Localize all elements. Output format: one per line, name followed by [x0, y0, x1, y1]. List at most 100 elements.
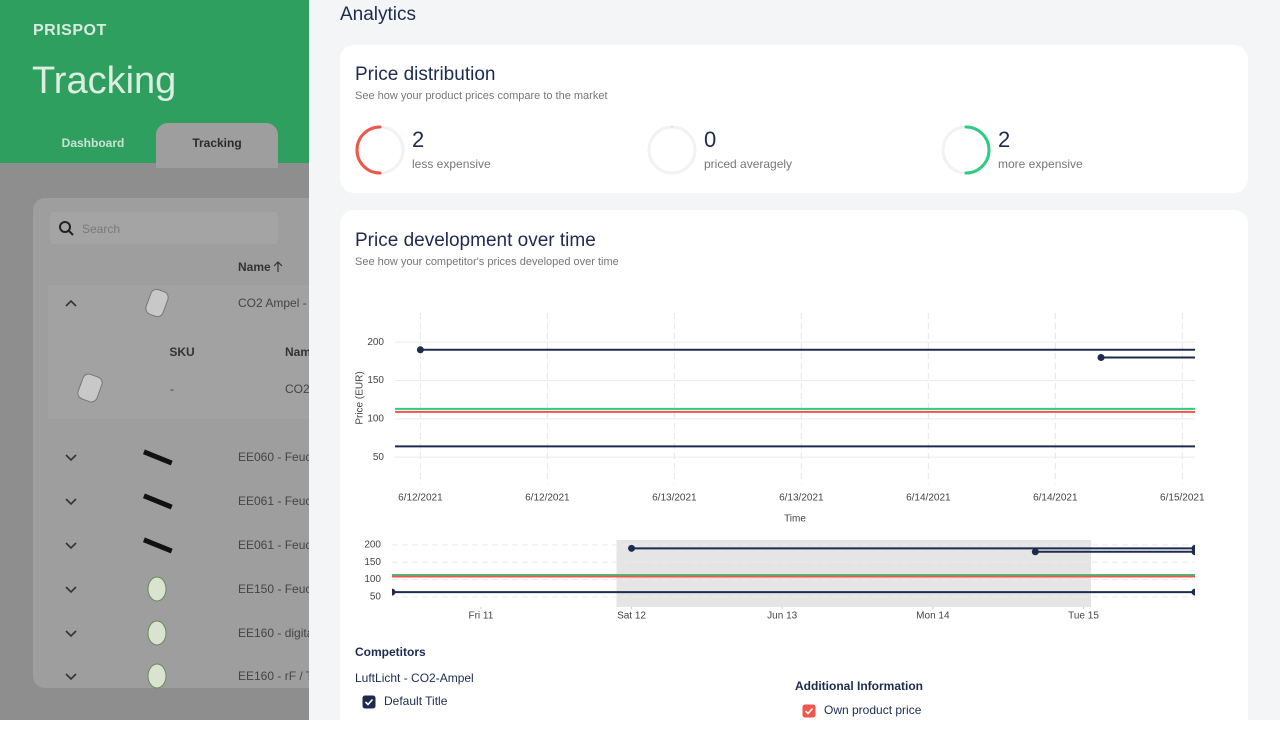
x-tick-label: 6/14/2021: [1033, 493, 1078, 504]
x-tick-label: 6/12/2021: [398, 493, 443, 504]
y-tick-label: 200: [364, 540, 381, 551]
series-marker: [13, 443, 20, 450]
chart-subtitle: See how your competitor's prices develop…: [355, 256, 619, 268]
y-tick-label: 100: [367, 413, 384, 424]
competitor-group: LuftLicht - CO2-Ampel: [355, 671, 474, 685]
row-name[interactable]: EE060 - Feuch: [238, 450, 309, 464]
ring-track: [647, 125, 697, 175]
row-name[interactable]: EE061 - Feuch: [238, 494, 309, 508]
stat-label: priced averagely: [704, 157, 792, 171]
checkbox-label: Own product price: [824, 703, 922, 717]
slider-window: [616, 540, 1092, 607]
sub-cell: CO2: [285, 382, 309, 396]
chart-card: [340, 210, 1248, 740]
checkbox[interactable]: [802, 704, 816, 718]
ring-arc: [355, 125, 382, 175]
series-marker: [416, 346, 424, 354]
expand-chevron: [65, 673, 77, 681]
ring-arc: [964, 125, 991, 175]
search-box[interactable]: [50, 212, 278, 244]
x-tick-label: 6/12/2021: [525, 493, 570, 504]
sort-arrow: [273, 261, 283, 272]
series-marker: [1031, 548, 1039, 556]
section-title: Additional Information: [795, 679, 923, 693]
series-marker: [1191, 588, 1195, 596]
x-tick-label: Mon 14: [916, 611, 950, 622]
plot-area: [13, 346, 1195, 450]
x-tick-label: Fri 11: [468, 611, 493, 622]
y-tick-label: 150: [367, 375, 384, 386]
product-image: [145, 288, 169, 318]
expand-chevron: [65, 299, 77, 307]
plot-area: [392, 544, 1195, 596]
expand-chevron: [65, 454, 77, 462]
x-tick-label: 6/14/2021: [906, 493, 951, 504]
panel: Analytics Price distribution See how you…: [309, 0, 1280, 740]
product-image: [77, 373, 103, 403]
checkbox[interactable]: [362, 695, 376, 709]
table-card: [33, 198, 309, 688]
page: PRISPOT Tracking Dashboard Tracking Sear…: [0, 0, 1280, 720]
y-tick-label: 100: [364, 574, 381, 585]
x-tick-label: 6/15/2021: [1160, 493, 1205, 504]
y-tick-label: 50: [370, 592, 382, 603]
y-tick-label: 150: [364, 557, 381, 568]
card-title: Price distribution: [355, 64, 496, 85]
row-name[interactable]: EE061 - Feuch: [238, 538, 309, 552]
active-tab[interactable]: [156, 123, 278, 168]
checkbox-label: Default Title: [384, 694, 448, 708]
chart-title: Price development over time: [355, 230, 596, 251]
x-tick-label: 6/13/2021: [779, 493, 824, 504]
series-marker: [1191, 548, 1195, 556]
product-image: [142, 449, 173, 466]
x-axis-label: Time: [784, 514, 806, 525]
y-axis-label: Price (EUR): [355, 371, 366, 424]
product-image: [147, 620, 167, 646]
expand-chevron: [65, 498, 77, 506]
stat-label: less expensive: [412, 157, 491, 171]
search-icon: [59, 221, 71, 233]
stat-value: 0: [704, 127, 716, 152]
sidebar-icons: [59, 221, 283, 403]
x-tick-label: Jun 13: [767, 611, 797, 622]
stat-label: more expensive: [998, 157, 1083, 171]
expand-chevron: [65, 586, 77, 594]
card-subtitle: See how your product prices compare to t…: [355, 90, 608, 102]
tab[interactable]: Tracking: [192, 136, 242, 150]
sub-header: SKU: [169, 345, 195, 359]
x-tick-label: Tue 15: [1068, 611, 1099, 622]
y-tick-label: 200: [367, 337, 384, 348]
product-image: [147, 663, 167, 689]
stat-value: 2: [998, 127, 1010, 152]
tab[interactable]: Dashboard: [61, 136, 125, 150]
panel-title: Analytics: [340, 4, 417, 25]
product-image: [142, 493, 173, 510]
series-marker: [392, 588, 396, 596]
logo: PRISPOT: [33, 22, 107, 39]
series-marker: [628, 544, 636, 552]
sub-cell: -: [170, 382, 174, 396]
stat-value: 2: [412, 127, 424, 152]
x-tick-label: Sat 12: [617, 611, 646, 622]
x-tick-label: 6/13/2021: [652, 493, 697, 504]
distribution-card: [340, 45, 1248, 193]
search-placeholder: Search: [82, 222, 121, 236]
section-title: Competitors: [355, 645, 426, 659]
y-tick-label: 50: [373, 452, 385, 463]
series-marker: [1097, 353, 1105, 361]
row-name[interactable]: EE150 - Feuch: [238, 582, 309, 596]
sidebar-title: Tracking: [32, 60, 177, 102]
row-name[interactable]: CO2 Ampel - E: [238, 296, 309, 310]
row-name[interactable]: EE160 - rF / T-: [238, 669, 309, 683]
row-name[interactable]: EE160 - digital: [238, 626, 309, 640]
row-icons: [65, 288, 173, 689]
checkmark: [364, 698, 374, 706]
expand-chevron: [65, 542, 77, 550]
column-header[interactable]: Name: [238, 260, 271, 274]
product-image: [142, 537, 173, 554]
expand-chevron: [65, 630, 77, 638]
chart: 2 less expensive 0 priced averagely 2 more ex…: [13, 125, 1205, 718]
search-icon: [68, 230, 74, 236]
product-image: [147, 576, 167, 602]
checkmark: [804, 707, 814, 715]
